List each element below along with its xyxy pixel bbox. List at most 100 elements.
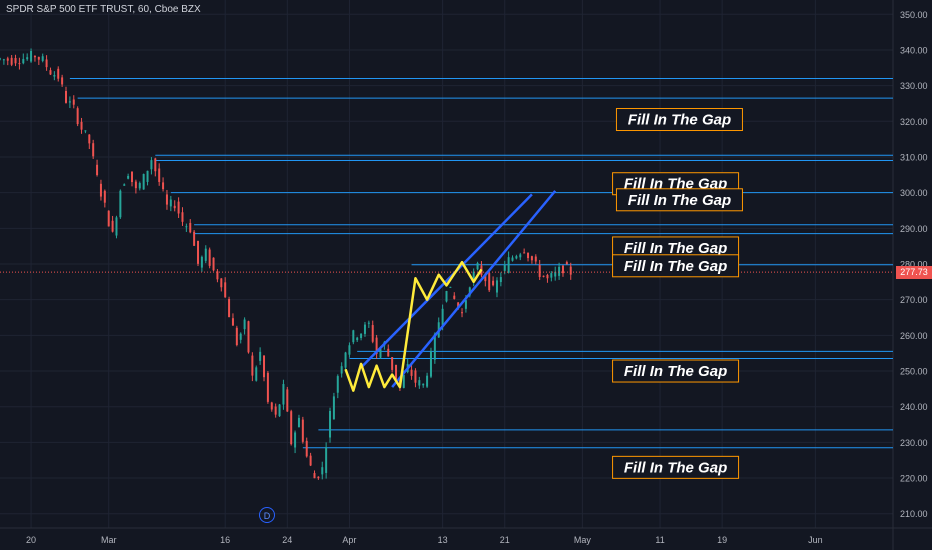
candle-body (150, 160, 153, 170)
candle-body (45, 59, 48, 68)
time-axis-label: Mar (101, 535, 117, 545)
candle-body (88, 134, 91, 144)
candle-body (173, 205, 176, 209)
event-marker[interactable]: D (259, 507, 275, 523)
candle-body (255, 367, 258, 381)
candle-body (162, 182, 165, 190)
candle-body (542, 275, 545, 277)
candle-body (371, 325, 374, 342)
annotation-border (612, 455, 740, 479)
time-axis-label: 11 (655, 535, 664, 545)
candle-body (332, 396, 335, 420)
candle-body (6, 58, 9, 61)
channel-lower-line (391, 190, 557, 388)
candle-body (410, 369, 413, 376)
annotation-box: Fill In The Gap (612, 236, 740, 260)
candle-body (301, 419, 304, 442)
annotation-text: Fill In The Gap (628, 112, 731, 129)
candle-body (297, 417, 300, 428)
candle-body (96, 164, 99, 176)
candle-body (247, 321, 250, 353)
candle-body (329, 410, 332, 438)
candle-body (0, 58, 1, 60)
candle-body (169, 199, 172, 207)
price-axis-label: 350.00 (900, 10, 928, 20)
annotation-text: Fill In The Gap (624, 258, 727, 275)
candle-body (336, 376, 339, 393)
candle-body (340, 366, 343, 374)
time-axis-label: May (574, 535, 592, 545)
candle-body (111, 220, 114, 232)
candle-body (212, 257, 215, 271)
time-axis-label: 19 (717, 535, 727, 545)
candle-body (274, 406, 277, 415)
candle-body (68, 101, 71, 103)
annotation-text: Fill In The Gap (624, 240, 727, 257)
price-axis-label: 260.00 (900, 331, 928, 341)
candle-body (511, 257, 514, 261)
price-axis-label: 300.00 (900, 188, 928, 198)
time-axis-label: 20 (26, 535, 36, 545)
price-axis-label: 330.00 (900, 81, 928, 91)
channel-upper-line (360, 193, 533, 369)
candle-body (387, 348, 390, 357)
candle-body (402, 374, 405, 388)
time-axis-label: 24 (282, 535, 292, 545)
candle-body (127, 175, 130, 179)
candle-body (37, 56, 40, 60)
candle-body (251, 355, 254, 376)
candle-body (200, 256, 203, 268)
candle-body (142, 174, 145, 190)
annotation-border (612, 254, 740, 278)
candle-body (22, 58, 25, 64)
price-axis-label: 210.00 (900, 509, 928, 519)
annotation-box: Fill In The Gap (615, 108, 743, 132)
annotation-text: Fill In The Gap (628, 192, 731, 209)
candle-body (14, 57, 17, 64)
candle-body (193, 231, 196, 246)
candle-body (115, 217, 118, 236)
candle-body (488, 273, 491, 291)
candle-body (53, 75, 56, 77)
candle-body (515, 256, 518, 259)
candle-body (325, 447, 328, 473)
price-axis-label: 310.00 (900, 152, 928, 162)
candle-body (99, 183, 102, 197)
candle-body (503, 264, 506, 271)
candle-body (429, 351, 432, 377)
candle-body (290, 411, 293, 445)
candle-body (305, 440, 308, 457)
candle-body (216, 271, 219, 280)
zigzag-path (344, 260, 483, 392)
time-axis-label: 16 (220, 535, 230, 545)
candle-body (445, 291, 448, 302)
candle-body (464, 300, 467, 309)
candle-body (134, 181, 137, 189)
price-axis: 210.00 220.00 230.00 240.00 250.00 260.00 270.… (900, 10, 928, 519)
candle-body (499, 277, 502, 283)
candle-body (286, 389, 289, 412)
candle-body (278, 404, 281, 417)
candle-body (449, 286, 452, 288)
candle-body (484, 274, 487, 282)
price-axis-label: 320.00 (900, 117, 928, 127)
candle-body (414, 370, 417, 383)
annotation-border (615, 108, 743, 132)
candle-body (243, 319, 246, 330)
candle-body (375, 337, 378, 354)
candle-body (519, 254, 522, 258)
price-axis-label: 220.00 (900, 474, 928, 484)
candle-body (422, 383, 425, 386)
candle-body (558, 266, 561, 276)
chart-title: SPDR S&P 500 ETF TRUST, 60, Cboe BZX (6, 4, 201, 15)
candle-body (185, 226, 188, 228)
candle-body (348, 345, 351, 355)
annotation-text: Fill In The Gap (624, 459, 727, 476)
candle-body (259, 351, 262, 361)
candle-body (119, 190, 122, 218)
candle-body (220, 278, 223, 288)
candle-body (457, 302, 460, 308)
candle-body (165, 194, 168, 205)
candle-body (282, 384, 285, 405)
